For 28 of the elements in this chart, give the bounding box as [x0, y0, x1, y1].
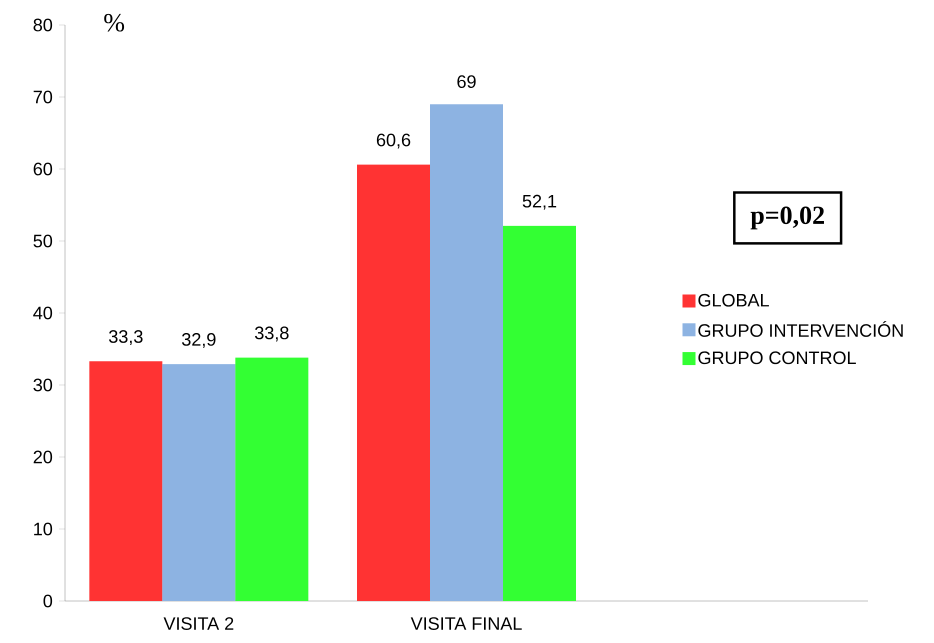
y-tick-label: 20	[34, 450, 52, 464]
legend-label: GLOBAL	[698, 294, 769, 307]
x-tick-label: VISITA FINAL	[410, 617, 522, 630]
legend-label: GRUPO INTERVENCIÓN	[698, 321, 903, 337]
data-label: 69	[457, 75, 476, 88]
bar	[235, 358, 308, 601]
data-label: 32,9	[182, 333, 216, 348]
y-axis-title: %	[104, 14, 124, 32]
bar	[162, 364, 236, 601]
y-tick-label: 70	[34, 90, 52, 104]
y-tick-label: 50	[34, 234, 52, 248]
bar	[89, 361, 162, 601]
bar	[430, 104, 504, 601]
data-label: 52,1	[522, 194, 556, 210]
y-tick-label: 80	[34, 18, 52, 32]
x-tick-label: VISITA 2	[164, 617, 234, 630]
legend-label: GRUPO CONTROL	[698, 351, 856, 364]
data-label: 60,6	[376, 134, 410, 148]
y-tick-label: 30	[33, 378, 52, 392]
data-label: 33,3	[109, 330, 143, 346]
y-tick-label: 60	[34, 162, 52, 176]
bar	[357, 164, 430, 601]
y-tick-label: 10	[34, 522, 52, 536]
y-tick-label: 40	[33, 306, 52, 320]
annotation: p=0,02	[750, 206, 824, 230]
bar	[503, 226, 576, 601]
y-tick-label: 0	[43, 594, 52, 608]
data-label: 33,8	[255, 326, 289, 342]
